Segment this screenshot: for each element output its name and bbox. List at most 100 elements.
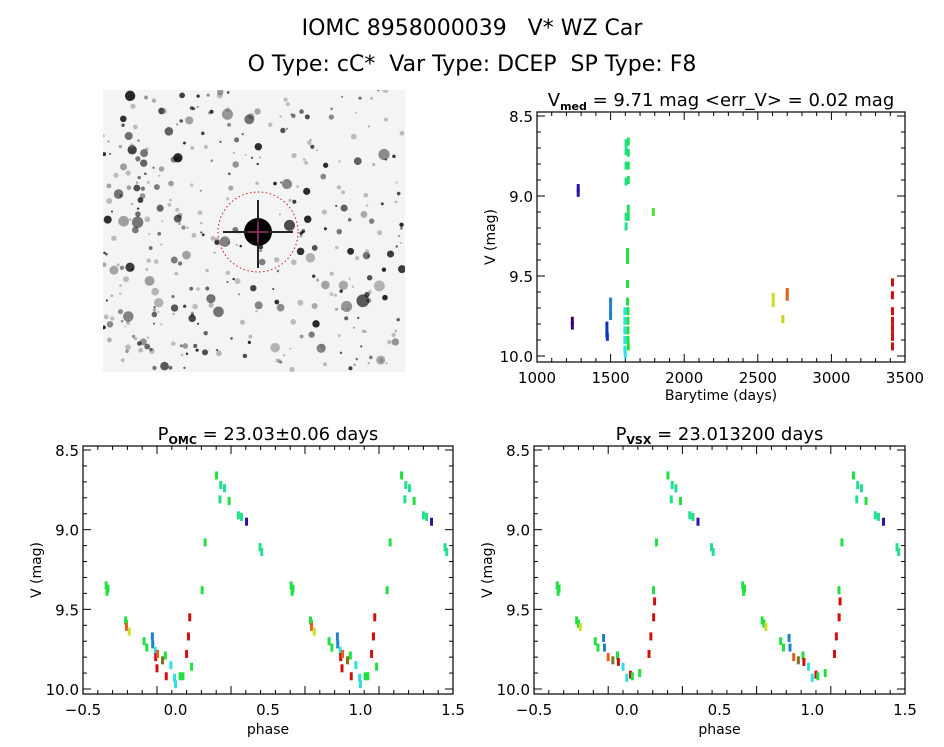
data-point [691, 512, 695, 521]
faint-star [146, 181, 150, 184]
star [135, 211, 141, 217]
y-tick-label: 9.5 [55, 601, 79, 619]
data-point [696, 517, 700, 526]
faint-star [351, 285, 355, 288]
star [148, 232, 151, 235]
star [366, 275, 373, 281]
faint-star [377, 230, 383, 236]
faint-star [346, 307, 350, 311]
star [305, 253, 316, 263]
star [149, 347, 153, 352]
data-point [443, 543, 447, 552]
faint-star [153, 259, 159, 264]
star [168, 365, 173, 370]
faint-star [216, 92, 223, 99]
star [384, 158, 387, 161]
star [386, 250, 395, 258]
x-tick-label: 1.0 [349, 701, 373, 719]
data-point [837, 613, 841, 622]
star [250, 284, 257, 292]
star [189, 286, 194, 291]
star [344, 316, 349, 321]
star [103, 262, 107, 268]
star [276, 269, 280, 273]
plot-frame [536, 111, 906, 363]
y-tick-label: 10.0 [46, 681, 79, 699]
star [396, 191, 401, 196]
x-tick-label: 0.5 [256, 701, 280, 719]
star [362, 251, 371, 260]
star [200, 231, 203, 234]
data-point [570, 321, 574, 330]
data-point [688, 511, 692, 520]
data-point [890, 291, 894, 300]
data-point [203, 538, 207, 547]
star [399, 222, 404, 227]
star [284, 219, 296, 231]
faint-star [399, 241, 402, 245]
x-tick-label: 1000 [518, 369, 556, 387]
data-point [630, 672, 634, 681]
y-tick-label: 9.5 [506, 601, 530, 619]
star [285, 127, 289, 130]
data-point [596, 643, 600, 652]
star [189, 106, 194, 111]
faint-star [113, 172, 119, 178]
faint-star [277, 359, 282, 364]
star [182, 343, 189, 349]
star [139, 193, 146, 199]
data-point [335, 632, 339, 641]
faint-star [123, 276, 129, 283]
star [178, 222, 182, 226]
faint-star [167, 203, 172, 207]
star [196, 105, 199, 109]
data-point [309, 622, 313, 631]
star [242, 353, 248, 359]
x-tick-label: 1.5 [893, 701, 917, 719]
data-point [890, 278, 894, 287]
data-point [873, 511, 877, 520]
faint-star [161, 108, 168, 114]
faint-star [210, 235, 216, 241]
faint-star [192, 303, 198, 310]
star [188, 314, 196, 323]
star [137, 139, 140, 142]
star [133, 184, 141, 192]
star [254, 143, 263, 151]
x-axis-label: phase [698, 722, 740, 738]
data-point [864, 496, 868, 505]
star [299, 234, 303, 238]
data-point [652, 613, 656, 622]
faint-star [190, 183, 194, 187]
faint-star [355, 256, 360, 261]
data-point [260, 547, 264, 556]
faint-star [321, 209, 327, 215]
star [372, 162, 376, 167]
data-point [373, 613, 377, 622]
data-point [227, 496, 231, 505]
data-point [358, 673, 362, 682]
star [330, 107, 333, 111]
star [153, 322, 156, 325]
x-axis-label: Barytime (days) [665, 388, 777, 404]
faint-star [329, 271, 334, 276]
data-point [363, 672, 367, 681]
data-point [626, 316, 630, 325]
faint-star [146, 258, 151, 263]
data-point [623, 316, 627, 325]
data-point [245, 517, 249, 526]
data-point [771, 292, 775, 301]
star [221, 108, 234, 120]
star [394, 329, 398, 333]
faint-star [133, 337, 138, 341]
data-point [781, 643, 785, 652]
faint-star [275, 358, 280, 363]
data-point [623, 307, 627, 316]
star [158, 174, 161, 177]
star [131, 334, 136, 339]
x-tick-label: 2000 [665, 369, 703, 387]
faint-star [248, 334, 253, 339]
data-point [359, 680, 362, 689]
star [201, 233, 205, 237]
star [186, 226, 189, 229]
